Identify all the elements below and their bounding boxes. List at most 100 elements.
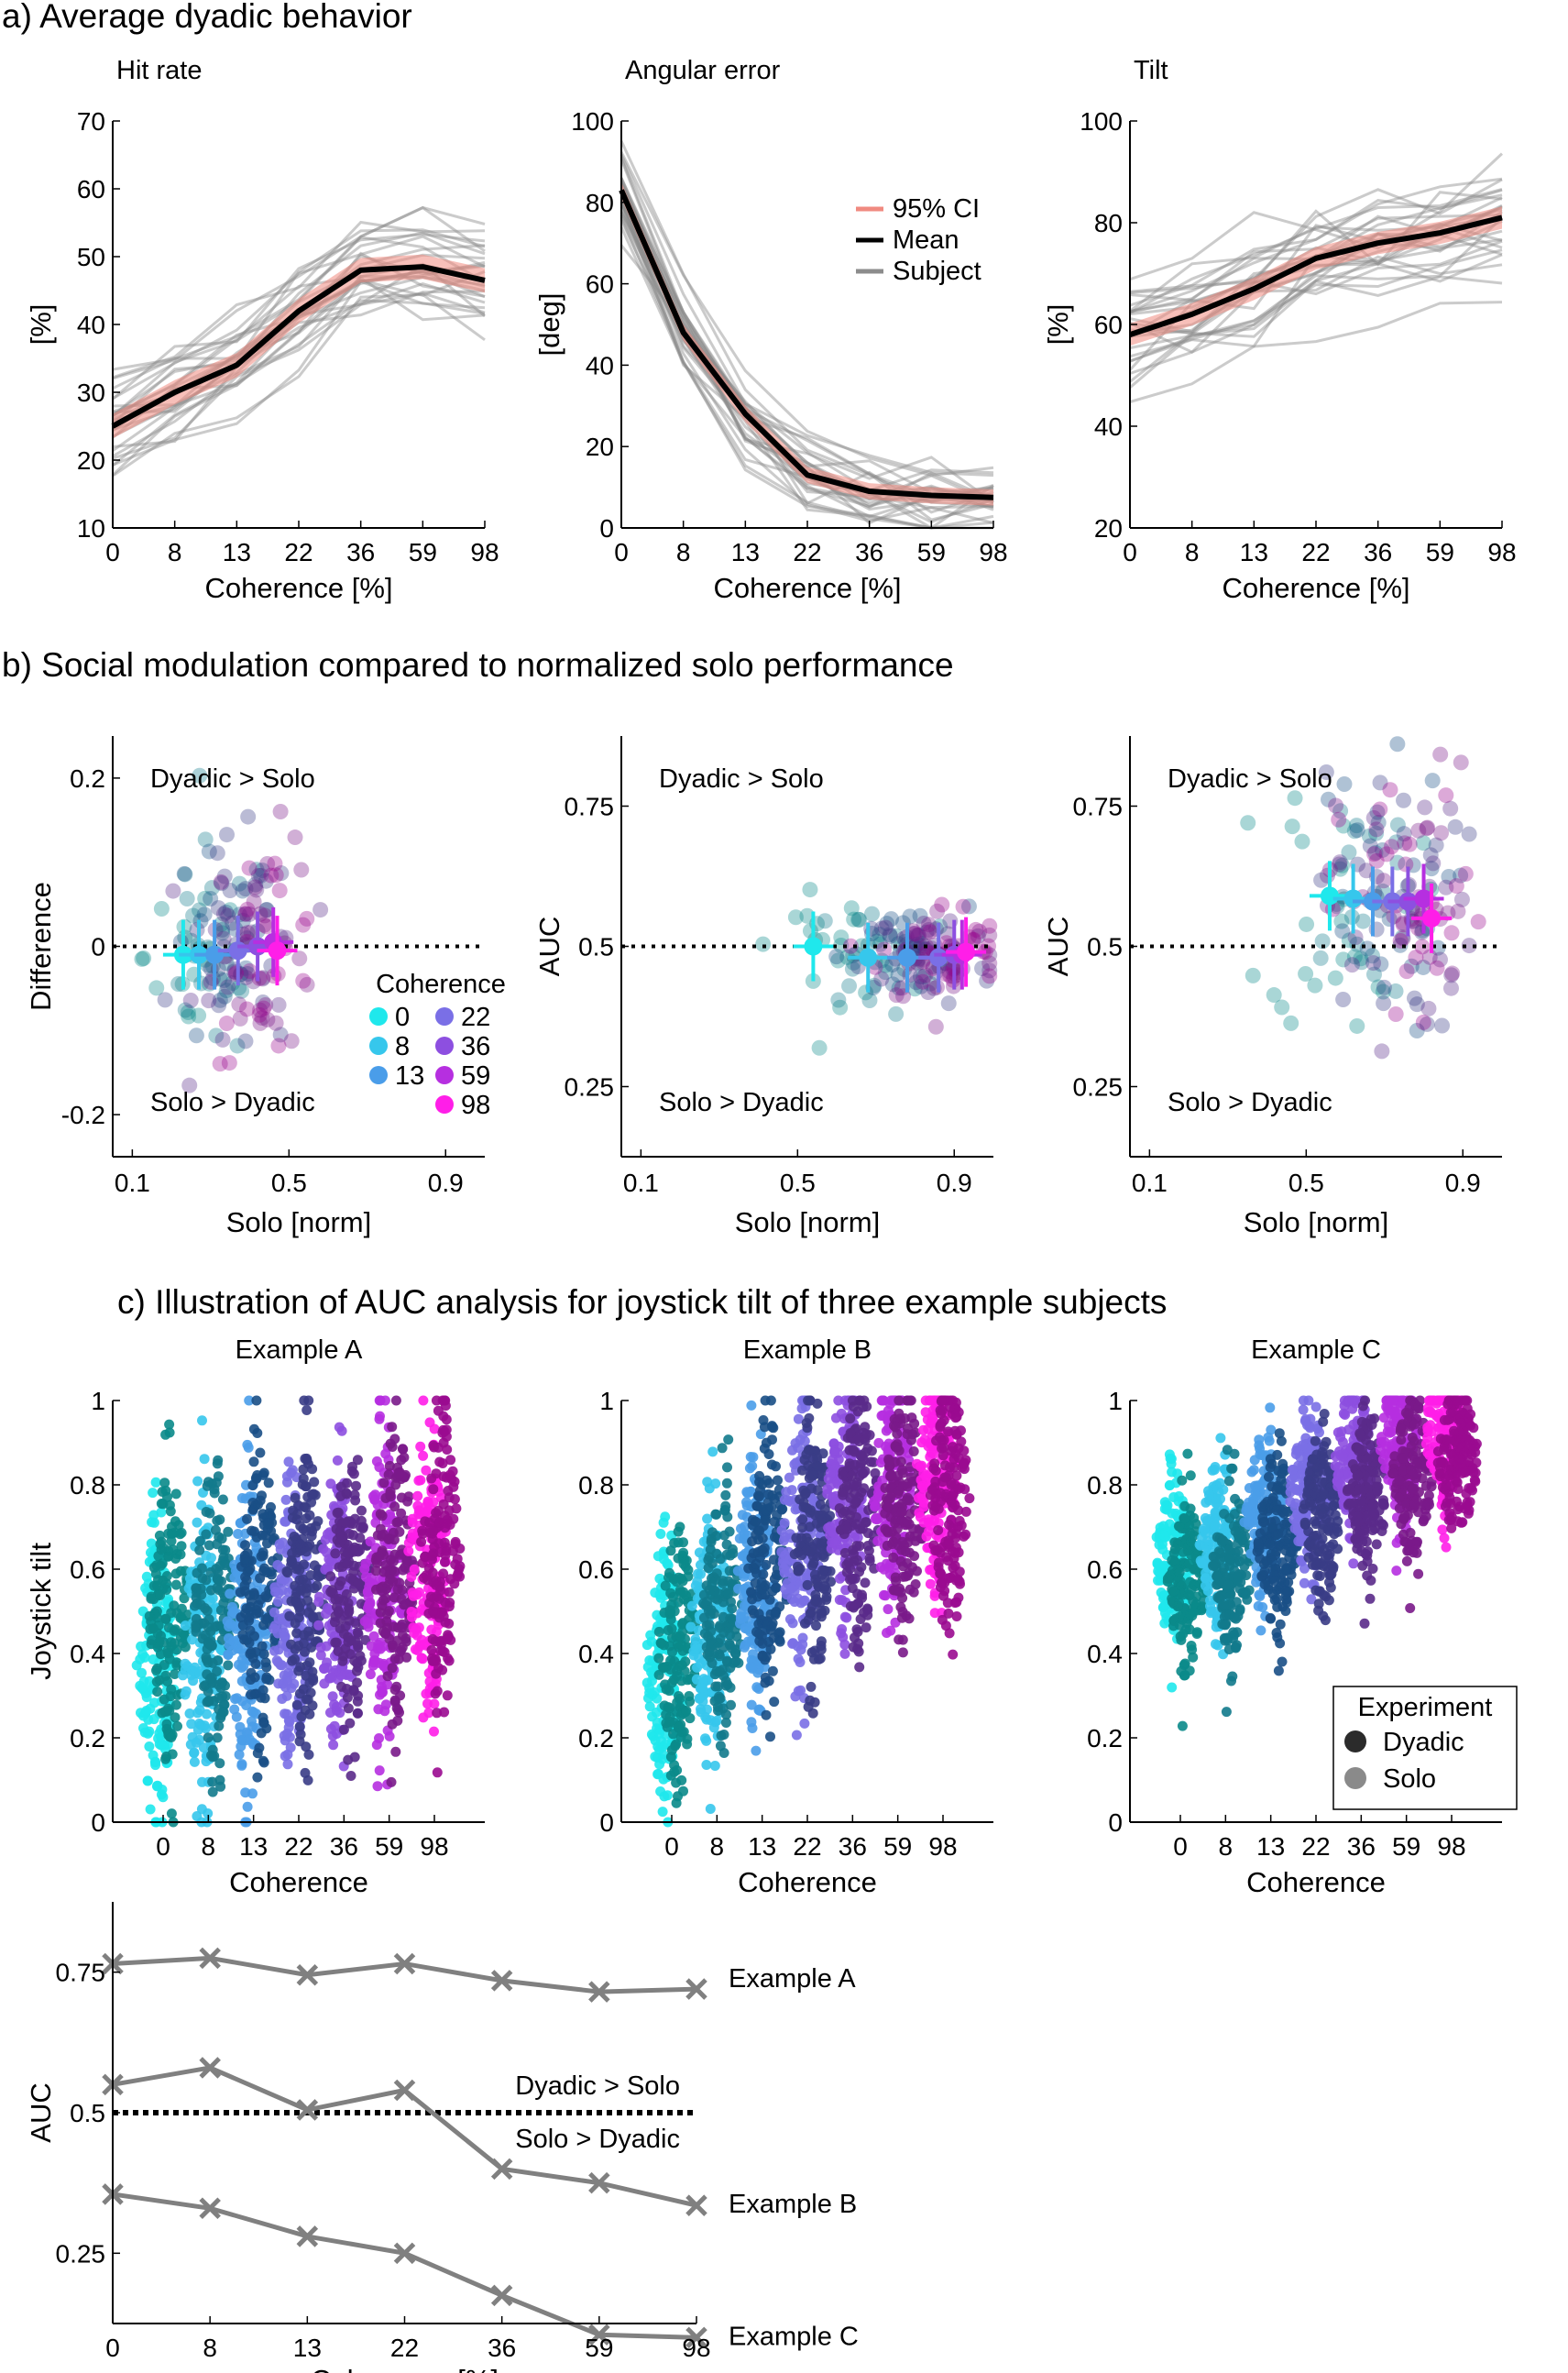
c2-dyadic-point <box>757 1533 768 1544</box>
a1-subject-line <box>112 280 486 467</box>
c1-dyadic-point <box>252 1772 263 1783</box>
b2-point <box>974 960 991 976</box>
c1-solo-point <box>195 1719 206 1730</box>
c1-solo-point <box>223 1650 234 1660</box>
c2-dyadic-point <box>862 1609 873 1620</box>
b3-point <box>1240 815 1256 831</box>
c1-solo-point <box>206 1553 216 1564</box>
c1-dyadic-point <box>170 1489 181 1500</box>
b2-point <box>817 913 833 929</box>
a2-y-tick-label: 60 <box>586 270 614 299</box>
c2-dyadic-point <box>747 1536 758 1547</box>
b3-point <box>1408 950 1424 966</box>
b2-point <box>918 924 935 940</box>
b2-y-label: AUC <box>533 917 565 976</box>
b3-y-tick-label: 0.5 <box>1087 933 1123 961</box>
b1-point <box>283 1033 300 1049</box>
a1-y-label: [%] <box>25 304 57 346</box>
b2-point <box>920 984 937 1001</box>
c1-dyadic-point <box>216 1576 226 1587</box>
c1-solo-point <box>225 1619 236 1629</box>
c1-dyadic-point <box>156 1536 167 1547</box>
c1-solo-point <box>371 1740 382 1751</box>
b1-point <box>239 925 256 941</box>
b1-point <box>192 767 208 784</box>
b3-point <box>1442 980 1459 996</box>
c1-solo-point <box>408 1590 419 1601</box>
c1-solo-point <box>323 1603 333 1613</box>
c2-dyadic-point <box>674 1721 685 1732</box>
b1-point <box>216 868 233 884</box>
c1-dyadic-point <box>345 1573 356 1584</box>
b3-point <box>1328 797 1344 814</box>
a3-x-tick-label: 59 <box>1426 538 1454 566</box>
c1-solo-point <box>372 1781 383 1792</box>
b1-point <box>188 1027 204 1044</box>
b3-point <box>1266 987 1282 1004</box>
b1-point <box>248 862 265 878</box>
c1-solo-point <box>240 1787 251 1798</box>
c1-dyadic-point <box>196 1563 207 1574</box>
c1-solo-point <box>368 1655 379 1665</box>
c2-dyadic-point <box>883 1456 894 1467</box>
c2-dyadic-point <box>888 1552 899 1563</box>
c1-dyadic-point <box>261 1672 272 1683</box>
b2-point <box>921 917 938 933</box>
b2-point <box>877 964 894 981</box>
a2-subject-line <box>620 203 994 504</box>
c1-dyadic-point <box>165 1728 176 1739</box>
section-b-title: b) Social modulation compared to normali… <box>2 646 954 684</box>
b3-point <box>1447 818 1464 835</box>
c2-solo-point <box>920 1470 931 1481</box>
c2-solo-point <box>921 1531 932 1542</box>
b1-point <box>179 890 195 906</box>
c1-dyadic-point <box>295 1521 306 1532</box>
b2-point <box>876 941 893 958</box>
b3-x-tick-label: 0.1 <box>1132 1169 1168 1197</box>
c2-solo-point <box>795 1598 806 1609</box>
b2-point <box>981 955 998 972</box>
c2-dyadic-point <box>817 1608 828 1619</box>
b2-point <box>799 907 816 924</box>
c2-dyadic-point <box>815 1653 826 1664</box>
c1-dyadic-point <box>384 1460 395 1471</box>
c1-dyadic-point <box>156 1544 167 1555</box>
b2-point <box>830 992 847 1008</box>
c1-dyadic-point <box>301 1583 312 1594</box>
c2-dyadic-point <box>674 1694 685 1704</box>
c1-dyadic-point <box>444 1492 455 1503</box>
c1-solo-point <box>203 1808 214 1818</box>
b2-point <box>863 906 880 922</box>
c1-dyadic-point <box>441 1414 452 1425</box>
a2-subject-line <box>620 196 994 504</box>
c1-solo-point <box>280 1708 291 1719</box>
b2-point <box>971 923 988 939</box>
c1-solo-point <box>319 1664 330 1675</box>
b3-point <box>1359 940 1376 957</box>
c2-dyadic-point <box>673 1526 684 1537</box>
b1-point <box>295 917 312 933</box>
b2-point <box>912 968 928 984</box>
c1-dyadic-point <box>154 1636 165 1647</box>
b3-point <box>1335 818 1352 834</box>
b1-point <box>252 1015 269 1031</box>
c2-solo-point <box>654 1728 664 1739</box>
b1-point <box>299 910 315 927</box>
a3-ci-band <box>1130 206 1502 346</box>
c1-dyadic-point <box>439 1556 450 1567</box>
c1-dyadic-point <box>377 1586 388 1597</box>
c1-solo-point <box>367 1491 378 1502</box>
c2-solo-point <box>776 1546 787 1557</box>
c1-solo-point <box>418 1395 429 1406</box>
b3-point <box>1378 846 1395 862</box>
b2-point <box>934 896 950 913</box>
c1-solo-point <box>313 1620 324 1631</box>
c2-solo-point <box>841 1612 852 1623</box>
c2-dyadic-point <box>681 1706 692 1716</box>
b3-point <box>1388 834 1405 851</box>
c2-dyadic-point <box>767 1434 777 1445</box>
b2-point <box>922 924 938 940</box>
c1-dyadic-point <box>342 1547 353 1558</box>
c1-dyadic-point <box>203 1686 214 1697</box>
